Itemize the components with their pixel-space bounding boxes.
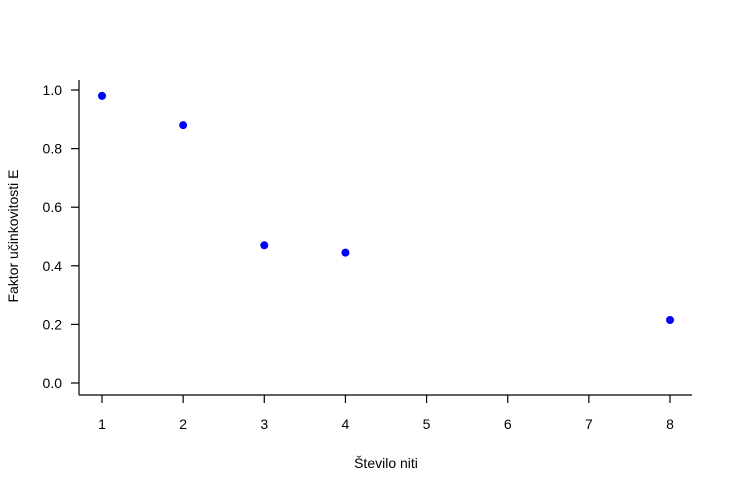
y-tick-label: 0.0 [43, 375, 63, 391]
x-ticks: 1 2 3 4 5 6 7 8 [98, 395, 674, 432]
x-axis-label: Število niti [354, 455, 418, 471]
y-tick-label: 0.8 [43, 141, 63, 157]
x-tick-label: 2 [179, 416, 187, 432]
y-ticks: 0.0 0.2 0.4 0.6 0.8 1.0 [43, 82, 79, 391]
x-tick-label: 7 [585, 416, 593, 432]
data-point [341, 248, 350, 257]
y-tick-label: 0.2 [43, 316, 63, 332]
x-tick-label: 3 [260, 416, 268, 432]
y-tick-label: 1.0 [43, 82, 63, 98]
x-tick-label: 1 [98, 416, 106, 432]
data-point [260, 241, 269, 250]
data-points [98, 91, 674, 325]
data-point [666, 316, 674, 325]
x-tick-label: 8 [666, 416, 674, 432]
axes [78, 80, 692, 396]
x-tick-label: 4 [342, 416, 350, 432]
y-tick-label: 0.4 [43, 258, 63, 274]
y-axis-label: Faktor učinkovitosti E [5, 169, 21, 302]
x-tick-label: 6 [504, 416, 512, 432]
x-tick-label: 5 [423, 416, 431, 432]
y-tick-label: 0.6 [43, 199, 63, 215]
data-point [98, 91, 106, 100]
data-point [179, 121, 188, 130]
